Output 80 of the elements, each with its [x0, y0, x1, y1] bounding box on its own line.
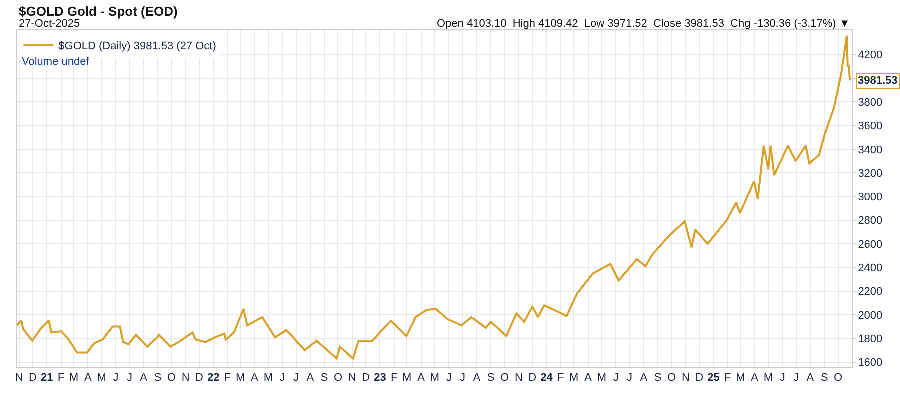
x-tick-label: F	[390, 372, 398, 384]
x-tick-label: A	[806, 372, 815, 384]
annotation: Volume undef	[22, 56, 90, 68]
x-tick-label: J	[113, 372, 119, 384]
x-tick-label: A	[640, 372, 648, 384]
x-tick-label: F	[58, 372, 65, 384]
y-tick-label: 3000	[858, 192, 883, 204]
x-tick-label: J	[280, 372, 286, 384]
x-tick-label: F	[558, 372, 565, 384]
x-tick-label: A	[751, 372, 760, 384]
x-tick-label: M	[264, 372, 273, 384]
x-tick-label: M	[69, 372, 79, 384]
x-tick-label: S	[820, 372, 828, 384]
data-label: 3981.53	[858, 75, 898, 87]
y-tick-label: 4200	[858, 50, 883, 62]
x-tick-label: 23	[374, 372, 386, 384]
x-tick-label: A	[418, 372, 426, 384]
x-tick-label: N	[182, 372, 190, 384]
x-tick-label: A	[306, 372, 315, 384]
chart-subtitle: 27-Oct-2025	[19, 18, 80, 30]
x-tick-label: O	[834, 372, 844, 384]
x-tick-label: J	[294, 372, 299, 384]
x-tick-label: J	[794, 372, 800, 384]
x-tick-label: N	[15, 372, 24, 384]
x-tick-label: A	[584, 372, 593, 384]
x-tick-label: J	[460, 372, 466, 384]
x-tick-label: 22	[208, 372, 220, 384]
y-tick-label: 2000	[858, 310, 883, 322]
x-tick-label: S	[320, 372, 328, 384]
y-tick-label: 3400	[858, 144, 883, 156]
x-tick-label: A	[84, 372, 93, 384]
x-tick-label: A	[251, 372, 260, 384]
x-tick-label: 25	[708, 372, 720, 384]
x-tick-label: M	[97, 372, 106, 384]
x-tick-label: J	[780, 372, 786, 384]
y-tick-label: 3200	[858, 168, 883, 180]
x-tick-label: D	[196, 372, 204, 384]
x-tick-label: O	[667, 372, 676, 384]
chart-title: $GOLD Gold - Spot (EOD)	[19, 4, 178, 19]
x-tick-label: F	[724, 372, 732, 384]
x-tick-label: 24	[540, 372, 554, 384]
x-tick-label: D	[362, 372, 370, 384]
x-tick-label: M	[236, 372, 246, 384]
x-tick-label: N	[682, 372, 690, 384]
y-tick-label: 2800	[858, 215, 883, 228]
x-tick-label: 21	[40, 372, 54, 384]
x-tick-label: D	[528, 372, 537, 384]
x-tick-label: N	[348, 372, 356, 384]
x-tick-label: O	[334, 372, 343, 384]
x-tick-label: A	[473, 372, 482, 384]
x-tick-label: J	[627, 372, 633, 384]
x-tick-label: O	[167, 372, 176, 384]
y-tick-label: 2200	[858, 286, 883, 298]
x-tick-label: D	[28, 372, 37, 384]
y-tick-label: 1800	[858, 333, 883, 346]
x-tick-label: M	[736, 372, 746, 384]
x-tick-label: J	[613, 372, 619, 384]
x-tick-label: M	[570, 372, 579, 384]
text: Open 4103.10 High 4109.42 Low 3971.52 Close 3981.53 Chg -130.36 (-3.17%) ▼	[437, 18, 850, 30]
x-tick-label: S	[154, 372, 162, 384]
x-tick-label: J	[446, 372, 452, 384]
x-tick-label: J	[126, 372, 132, 384]
x-tick-label: M	[597, 372, 607, 384]
y-tick-label: 1600	[858, 357, 883, 370]
y-tick-label: 3800	[858, 96, 883, 109]
x-tick-label: M	[402, 372, 412, 384]
y-tick-label: 2400	[858, 262, 883, 275]
x-tick-label: O	[500, 372, 510, 384]
x-tick-label: N	[514, 372, 523, 384]
y-tick-label: 2600	[858, 238, 883, 251]
x-tick-label: M	[764, 372, 774, 384]
line-series	[17, 34, 852, 360]
x-tick-label: F	[224, 372, 232, 384]
x-tick-label: A	[140, 372, 148, 384]
x-tick-label: M	[430, 372, 440, 384]
x-tick-label: S	[487, 372, 495, 384]
y-tick-label: 3600	[858, 120, 883, 133]
x-tick-label: D	[696, 372, 704, 384]
legend-label: $GOLD (Daily) 3981.53 (27 Oct)	[58, 40, 216, 52]
x-tick-label: S	[654, 372, 662, 384]
